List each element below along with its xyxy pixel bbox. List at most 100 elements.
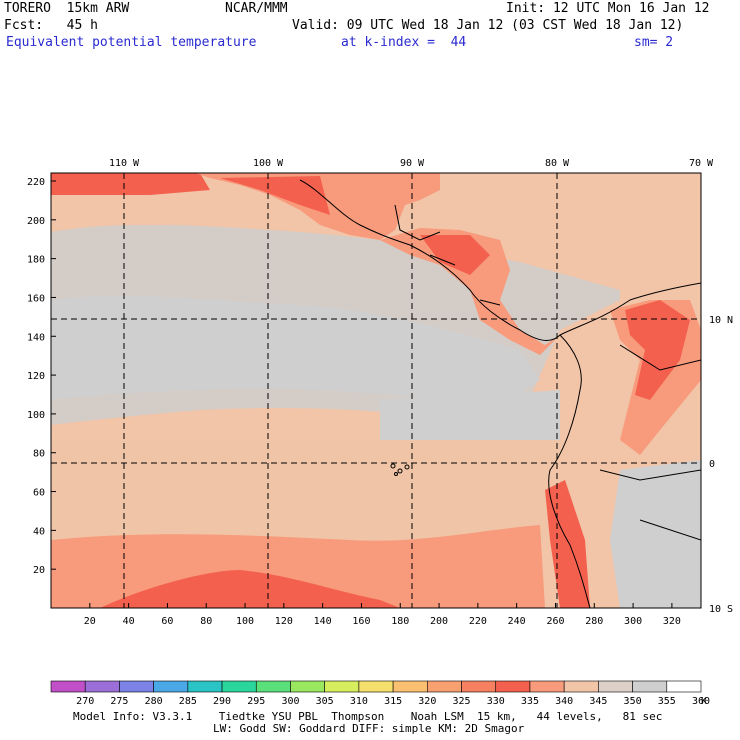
center-name: NCAR/MMM bbox=[225, 1, 288, 16]
land-andes-hot bbox=[625, 300, 690, 400]
colorbar-swatch bbox=[324, 680, 360, 693]
colorbar-label: 315 bbox=[384, 696, 402, 707]
longitude-label: 110 W bbox=[109, 158, 140, 169]
init-time: Init: 12 UTC Mon 16 Jan 12 bbox=[506, 1, 710, 16]
colorbar-label: 305 bbox=[316, 696, 334, 707]
longitude-label: 100 W bbox=[253, 158, 284, 169]
colorbar-label: 275 bbox=[110, 696, 128, 707]
colorbar-label: 355 bbox=[658, 696, 676, 707]
land-central-america bbox=[380, 228, 560, 355]
colorbar-swatch bbox=[84, 680, 120, 693]
y-tick-label: 100 bbox=[27, 410, 45, 421]
x-tick-label: 140 bbox=[314, 616, 332, 627]
y-tick-label: 160 bbox=[27, 293, 45, 304]
coastline-central-america bbox=[299, 179, 701, 341]
land-mexico-warm bbox=[220, 176, 330, 215]
latitude-label: 10 N bbox=[709, 315, 733, 326]
colorbar-swatch bbox=[221, 680, 257, 693]
colorbar-label: 290 bbox=[213, 696, 231, 707]
colorbar-swatch bbox=[187, 680, 223, 693]
colorbar-label: 295 bbox=[247, 696, 265, 707]
colorbar-label: 300 bbox=[281, 696, 299, 707]
colorbar-swatch bbox=[50, 680, 86, 693]
x-tick-label: 40 bbox=[123, 616, 135, 627]
colorbar-label: 330 bbox=[487, 696, 505, 707]
smoothing-label: sm= 2 bbox=[634, 35, 674, 50]
colorbar-swatch bbox=[666, 680, 702, 693]
country-borders bbox=[394, 204, 701, 541]
lat-lon-grid bbox=[51, 173, 701, 608]
colorbar-swatch bbox=[358, 680, 394, 693]
colorbar-label: 345 bbox=[589, 696, 607, 707]
colorbar-swatch bbox=[392, 680, 428, 693]
colorbar-swatch bbox=[461, 680, 497, 693]
colorbar-label: 280 bbox=[145, 696, 163, 707]
colorbar-label: 285 bbox=[179, 696, 197, 707]
x-tick-label: 280 bbox=[585, 616, 603, 627]
level-label: at k-index = 44 bbox=[341, 35, 467, 50]
longitude-label: 90 W bbox=[400, 158, 425, 169]
y-tick-label: 20 bbox=[33, 565, 45, 576]
x-tick-label: 100 bbox=[236, 616, 254, 627]
field-name: Equivalent potential temperature bbox=[6, 35, 257, 50]
footer-model-info: Model Info: V3.3.1 Tiedtke YSU PBL Thomp… bbox=[73, 710, 663, 723]
y-tick-label: 220 bbox=[27, 177, 45, 188]
longitude-label: 80 W bbox=[545, 158, 570, 169]
south-warm-core bbox=[100, 570, 400, 608]
model-name: TORERO 15km ARW bbox=[4, 1, 130, 16]
y-tick-label: 80 bbox=[33, 449, 45, 460]
land-central-america-warm bbox=[420, 235, 490, 275]
colorbar-swatch bbox=[119, 680, 154, 693]
x-tick-label: 260 bbox=[546, 616, 564, 627]
colorbar-swatch bbox=[255, 680, 291, 693]
colorbar-swatch bbox=[290, 680, 325, 693]
colorbar-label: 310 bbox=[350, 696, 368, 707]
y-tick-label: 120 bbox=[27, 371, 45, 382]
y-tick-label: 200 bbox=[27, 216, 45, 227]
x-tick-label: 80 bbox=[200, 616, 212, 627]
valid-time: Valid: 09 UTC Wed 18 Jan 12 (03 CST Wed … bbox=[292, 18, 684, 33]
colorbar-label: 360 bbox=[692, 696, 710, 707]
north-light-strip bbox=[51, 195, 300, 225]
land-peru-warm bbox=[545, 480, 590, 608]
x-tick-label: 160 bbox=[352, 616, 370, 627]
x-tick-label: 240 bbox=[508, 616, 526, 627]
latitude-label: 10 S bbox=[709, 604, 733, 615]
equatorial-grey-band bbox=[380, 390, 560, 452]
colorbar-label: 350 bbox=[624, 696, 642, 707]
y-tick-label: 60 bbox=[33, 488, 45, 499]
land-amazon-grey bbox=[610, 460, 701, 608]
x-tick-label: 300 bbox=[624, 616, 642, 627]
map-frame bbox=[50, 172, 702, 609]
y-tick-label: 140 bbox=[27, 332, 45, 343]
x-tick-label: 60 bbox=[161, 616, 173, 627]
colorbar-swatch bbox=[563, 680, 599, 693]
map-plot-area bbox=[51, 173, 701, 608]
colorbar-swatch bbox=[529, 680, 565, 693]
colorbar-unit: K bbox=[701, 696, 707, 707]
x-tick-label: 180 bbox=[391, 616, 409, 627]
north-warm-strip bbox=[51, 173, 210, 195]
longitude-label: 70 W bbox=[689, 158, 714, 169]
x-tick-label: 120 bbox=[275, 616, 293, 627]
coastline-south-america bbox=[548, 334, 591, 608]
x-tick-label: 200 bbox=[430, 616, 448, 627]
colorbar-swatch bbox=[598, 680, 633, 693]
y-tick-label: 180 bbox=[27, 255, 45, 266]
colorbar-label: 320 bbox=[418, 696, 436, 707]
x-tick-label: 320 bbox=[663, 616, 681, 627]
footer-physics-info: LW: Godd SW: Goddard DIFF: simple KM: 2D… bbox=[213, 722, 525, 735]
colorbar-label: 335 bbox=[521, 696, 539, 707]
y-tick-label: 40 bbox=[33, 526, 45, 537]
colorbar-swatch bbox=[427, 680, 462, 693]
central-grey-core bbox=[51, 295, 540, 405]
galapagos-islands bbox=[390, 463, 410, 476]
forecast-hour: Fcst: 45 h bbox=[4, 18, 98, 33]
x-tick-label: 220 bbox=[469, 616, 487, 627]
colorbar-swatch bbox=[495, 680, 531, 693]
colorbar-label: 270 bbox=[76, 696, 94, 707]
colorbar-swatch bbox=[153, 680, 189, 693]
x-tick-label: 20 bbox=[84, 616, 96, 627]
colorbar: 270 275 280 285 290 295 300 305 310 315 320 325 330 3… bbox=[50, 680, 710, 707]
colorbar-swatch bbox=[632, 680, 668, 693]
